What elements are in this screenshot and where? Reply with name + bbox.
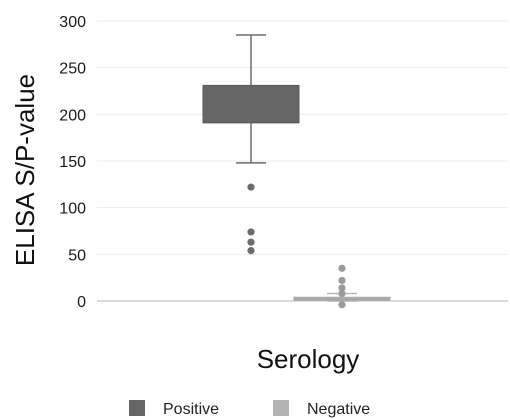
y-tick-label-250: 250: [59, 61, 86, 78]
legend: Positive Negative: [129, 400, 370, 418]
grid-lines: [97, 20, 508, 255]
legend-swatch-positive: [129, 400, 145, 416]
legend-label-positive: Positive: [163, 401, 219, 418]
x-axis-title: Serology: [257, 344, 360, 374]
outlier-positive-2: [247, 238, 255, 246]
y-axis-ticks: 0 50 100 150 200 250 300: [59, 14, 86, 311]
legend-label-negative: Negative: [307, 401, 370, 418]
legend-swatch-negative: [273, 400, 289, 416]
y-tick-label-50: 50: [68, 247, 86, 264]
box-plots: [202, 34, 391, 309]
outlier-negative-4: [338, 301, 346, 309]
y-tick-label-200: 200: [59, 107, 86, 124]
outlier-positive-3: [247, 247, 255, 255]
y-tick-label-300: 300: [59, 14, 86, 31]
outlier-negative-2: [338, 284, 346, 292]
outlier-negative-3: [338, 289, 346, 298]
outlier-negative-1: [338, 276, 346, 285]
y-tick-label-100: 100: [59, 201, 86, 218]
outlier-positive-1: [247, 228, 255, 236]
y-axis-title: ELISA S/P-value: [10, 74, 40, 266]
outlier-negative-0: [338, 264, 346, 272]
y-tick-label-0: 0: [77, 294, 86, 311]
y-tick-label-150: 150: [59, 154, 86, 171]
outlier-positive-0: [247, 183, 255, 191]
box-positive: [202, 84, 300, 124]
